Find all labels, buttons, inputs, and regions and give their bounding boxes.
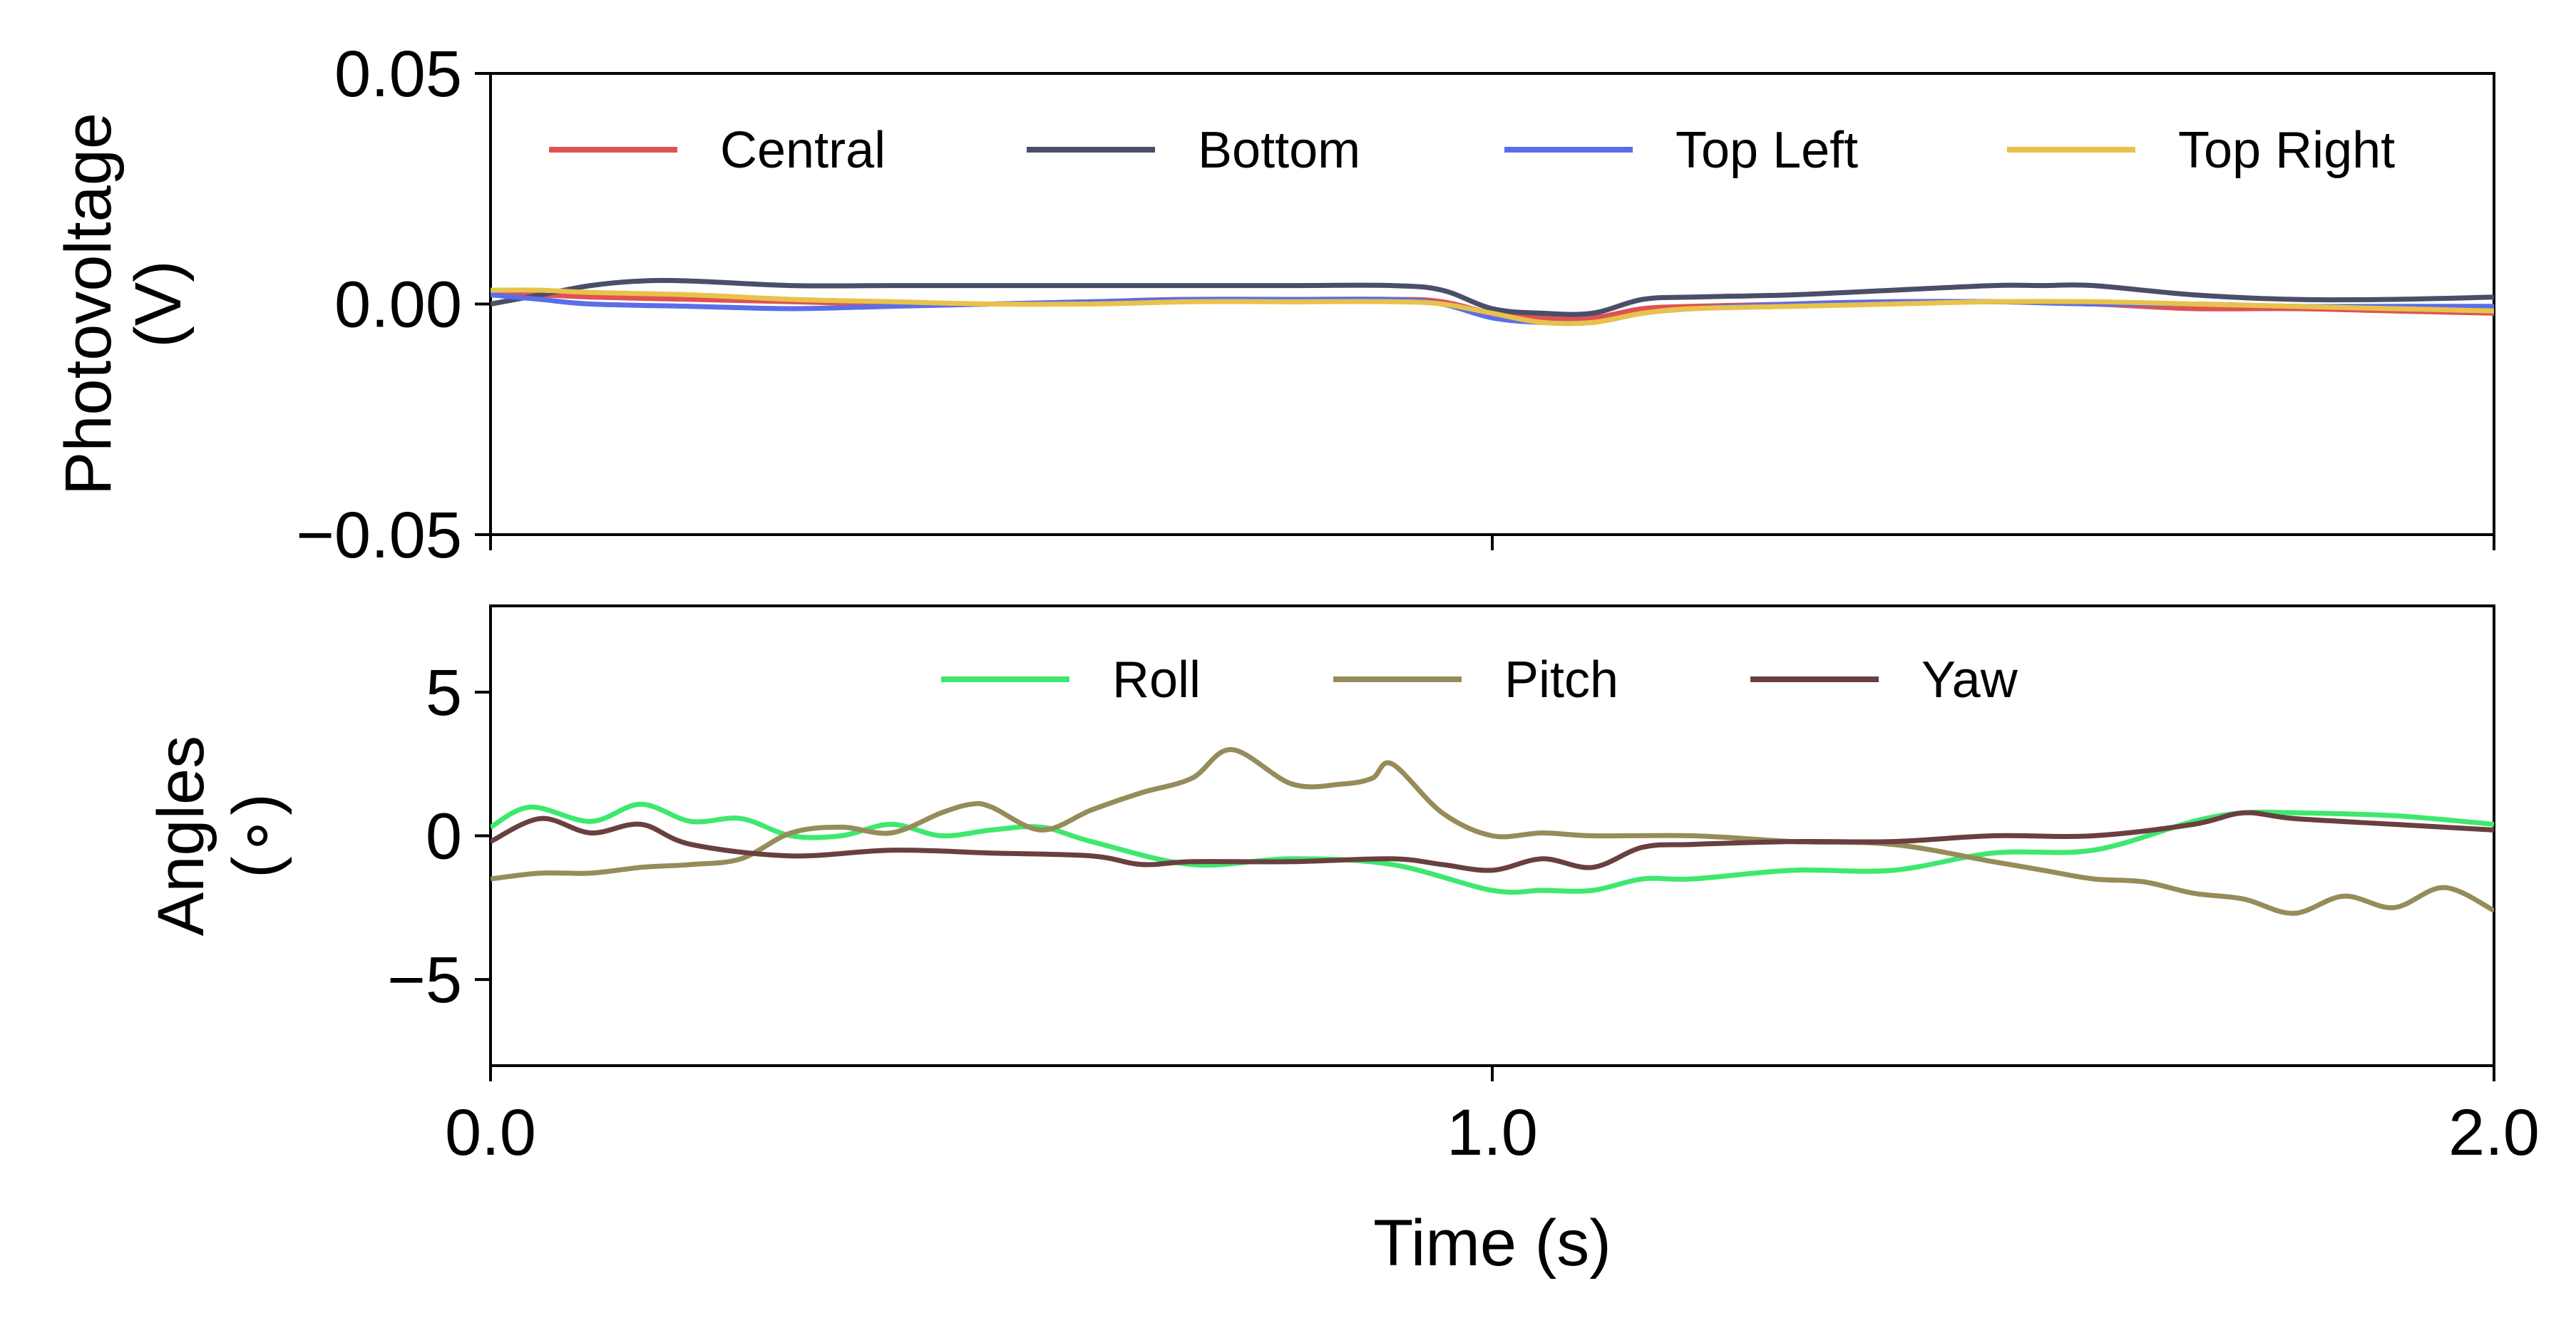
legend-label: Yaw <box>1921 652 2018 709</box>
angles-series-lines <box>491 747 2494 916</box>
legend-label: Pitch <box>1504 652 1618 709</box>
ytick-label: −5 <box>387 944 462 1016</box>
legend-label: Bottom <box>1198 122 1360 179</box>
photovoltage-ylabel-line2: (V) <box>122 260 195 348</box>
angles-panel: 5 0 −5 0.0 1.0 2.0 Roll Pitch Yaw Angles (∘) Ti… <box>145 604 2540 1280</box>
photovoltage-series-lines <box>491 277 2494 326</box>
angles-legend: Roll Pitch Yaw <box>941 652 2018 709</box>
legend-label: Top Left <box>1676 122 1858 179</box>
series-line-roll <box>491 801 2494 895</box>
legend-label: Top Right <box>2178 122 2395 179</box>
angles-ylabel-line2: (∘) <box>220 793 292 878</box>
legend-label: Roll <box>1112 652 1201 709</box>
photovoltage-panel: 0.05 0.00 −0.05 Central Bottom Top Left Top R… <box>52 38 2495 572</box>
photovoltage-ylabel-line1: Photovoltage <box>52 113 125 495</box>
angles-ylabel-line1: Angles <box>145 736 217 936</box>
ytick-label: −0.05 <box>296 499 462 572</box>
xtick-label: 0.0 <box>445 1096 536 1169</box>
photovoltage-ticks: 0.05 0.00 −0.05 <box>296 38 2495 572</box>
ytick-label: 5 <box>426 657 462 729</box>
series-line-yaw <box>491 810 2494 873</box>
xtick-label: 2.0 <box>2448 1096 2540 1169</box>
series-line-bottom <box>491 277 2494 317</box>
time-xlabel: Time (s) <box>1373 1207 1611 1280</box>
series-line-pitch <box>491 747 2494 916</box>
legend-label: Central <box>720 122 886 179</box>
ytick-label: 0 <box>426 801 462 873</box>
ytick-label: 0.00 <box>334 269 462 341</box>
ytick-label: 0.05 <box>334 38 462 110</box>
angles-ticks: 5 0 −5 0.0 1.0 2.0 <box>387 657 2540 1169</box>
series-line-top-right <box>491 287 2494 326</box>
photovoltage-legend: Central Bottom Top Left Top Right <box>549 122 2395 179</box>
xtick-label: 1.0 <box>1447 1096 1538 1169</box>
